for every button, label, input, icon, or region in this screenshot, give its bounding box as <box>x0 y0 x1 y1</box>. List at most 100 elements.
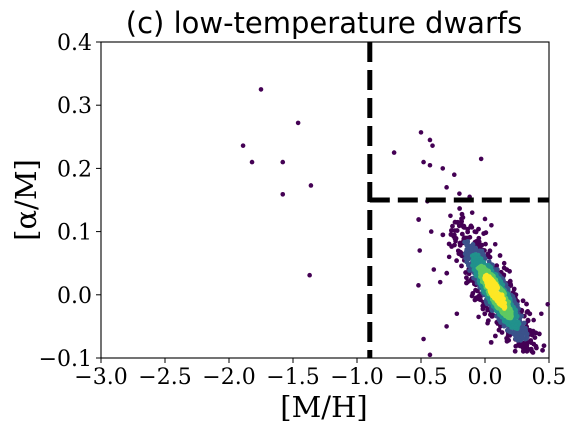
density-point <box>501 265 507 271</box>
data-point <box>427 137 433 143</box>
data-point <box>489 222 494 228</box>
data-point <box>418 130 424 135</box>
data-point <box>448 213 453 219</box>
x-tick-label: 0.5 <box>532 365 567 390</box>
density-point <box>454 258 460 264</box>
density-point <box>453 236 459 241</box>
data-point <box>457 191 462 196</box>
data-point <box>431 267 437 272</box>
data-point <box>249 159 255 165</box>
data-point <box>280 159 286 165</box>
y-tick-label: 0.2 <box>57 157 92 182</box>
x-tick-label: −1.5 <box>266 365 319 390</box>
density-point <box>527 327 533 333</box>
chart-title: (c) low-temperature dwarfs <box>126 6 522 40</box>
data-point <box>476 314 481 320</box>
density-point <box>470 291 476 296</box>
data-point <box>444 185 449 190</box>
data-point <box>391 150 397 155</box>
density-point <box>481 231 487 236</box>
data-point <box>421 159 426 165</box>
y-tick-label: 0.3 <box>57 94 92 119</box>
x-tick-label: −1.0 <box>330 365 383 390</box>
x-tick-label: −3.0 <box>74 365 127 390</box>
plot-frame <box>100 41 550 359</box>
data-point <box>240 143 246 148</box>
data-point <box>427 162 433 168</box>
density-point <box>524 301 529 307</box>
x-tick-label: −2.0 <box>202 365 255 390</box>
density-point <box>464 242 470 248</box>
density-point <box>497 253 503 258</box>
density-point <box>459 219 464 224</box>
x-tick-label: −0.5 <box>394 365 447 390</box>
density-cloud <box>416 197 547 355</box>
density-point <box>454 228 460 233</box>
x-ticks: −3.0 −2.5 −2.0 −1.5 −1.0 −0.5 0.0 0.5 <box>74 358 567 390</box>
data-point <box>308 183 314 188</box>
data-point <box>454 311 460 317</box>
y-tick-label: −0.1 <box>39 347 92 372</box>
density-point <box>512 348 518 354</box>
density-point <box>459 231 465 237</box>
data-point <box>421 336 426 342</box>
data-point <box>492 241 498 247</box>
density-point <box>457 206 463 211</box>
density-point <box>499 330 505 335</box>
data-point <box>440 166 446 171</box>
density-point <box>541 343 547 349</box>
density-point <box>485 318 491 324</box>
density-point <box>524 309 530 315</box>
density-point <box>448 228 454 233</box>
data-point <box>280 192 286 197</box>
density-point <box>525 318 531 324</box>
data-point <box>444 324 449 329</box>
data-point <box>295 120 301 126</box>
y-tick-label: 0.0 <box>57 284 92 309</box>
density-point <box>482 311 488 317</box>
data-point <box>469 210 475 215</box>
y-tick-label: 0.1 <box>57 221 92 246</box>
data-point <box>451 172 457 178</box>
y-axis-label: [α/M] <box>9 159 43 241</box>
density-point <box>540 347 545 353</box>
x-tick-label: −2.5 <box>138 365 191 390</box>
data-point <box>437 279 443 285</box>
density-point <box>452 242 457 248</box>
data-point <box>258 87 264 92</box>
density-point <box>440 232 446 238</box>
data-point <box>482 216 488 222</box>
data-point <box>416 283 421 288</box>
y-ticks: −0.1 0.0 0.1 0.2 0.3 0.4 <box>39 31 101 372</box>
density-point <box>492 333 498 339</box>
data-point <box>545 301 551 307</box>
density-point <box>450 223 455 229</box>
density-point <box>464 275 469 281</box>
density-point <box>416 217 422 222</box>
density-point <box>520 298 526 304</box>
density-point <box>521 340 527 346</box>
data-point <box>501 260 507 266</box>
data-point <box>307 272 312 278</box>
data-point <box>531 317 536 323</box>
density-point <box>483 241 488 247</box>
density-point <box>506 337 512 343</box>
density-point <box>456 223 462 229</box>
density-point <box>493 290 499 296</box>
y-tick-label: 0.4 <box>57 31 92 56</box>
density-point <box>444 270 450 276</box>
data-point <box>446 254 452 260</box>
data-point <box>428 229 434 234</box>
density-point <box>465 229 471 235</box>
density-point <box>475 288 480 294</box>
density-point <box>461 225 467 230</box>
x-tick-label: 0.0 <box>468 365 503 390</box>
density-point <box>467 234 473 240</box>
x-axis-label: [M/H] <box>280 390 367 424</box>
divider-lines <box>367 42 549 358</box>
density-point <box>488 339 494 345</box>
density-point <box>473 229 479 235</box>
data-point <box>430 143 435 148</box>
data-point <box>539 311 544 317</box>
